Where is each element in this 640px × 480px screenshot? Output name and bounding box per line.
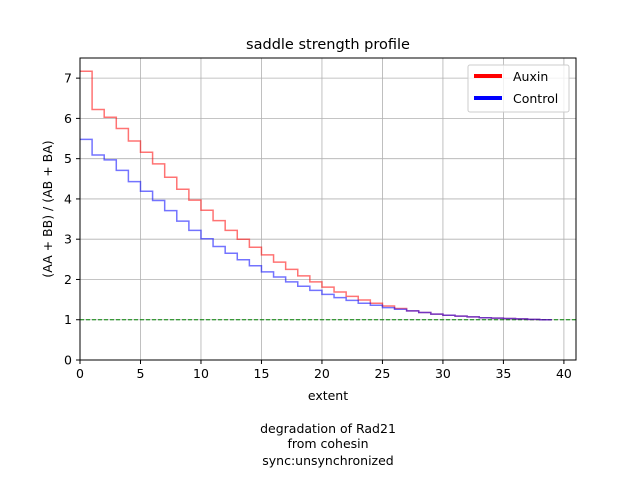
x-tick-label: 30: [435, 366, 451, 381]
caption-line-2: from cohesin: [287, 436, 368, 451]
chart-title: saddle strength profile: [246, 37, 410, 53]
x-axis-label: extent: [308, 388, 348, 403]
series-lines: [80, 70, 552, 321]
x-tick-label: 5: [137, 366, 145, 381]
x-axis-ticks: 0 5 10 15 20 25 30 35 40: [76, 360, 572, 381]
plot-area-frame: [79, 57, 577, 361]
caption-line-1: degradation of Rad21: [260, 421, 396, 436]
x-tick-label: 20: [314, 366, 330, 381]
x-tick-label: 40: [556, 366, 572, 381]
legend-label-auxin: Auxin: [513, 69, 548, 84]
y-axis-ticks: 0 1 2 3 4 5 6 7: [64, 71, 80, 368]
legend-label-control: Control: [513, 91, 558, 106]
y-tick-label: 3: [64, 232, 72, 247]
series-line-control: [80, 138, 552, 321]
x-tick-label: 15: [254, 366, 270, 381]
x-tick-label: 25: [374, 366, 390, 381]
x-tick-label: 0: [76, 366, 84, 381]
x-tick-label: 35: [495, 366, 511, 381]
y-tick-label: 4: [64, 191, 72, 206]
y-tick-label: 1: [64, 312, 72, 327]
legend: Auxin Control: [467, 64, 570, 113]
y-axis-label: (AA + BB) / (AB + BA): [40, 140, 55, 277]
y-tick-label: 5: [64, 151, 72, 166]
y-tick-label: 7: [64, 71, 72, 86]
x-tick-label: 10: [193, 366, 209, 381]
y-tick-label: 2: [64, 272, 72, 287]
y-tick-label: 0: [64, 353, 72, 368]
caption-line-3: sync:unsynchronized: [262, 453, 393, 468]
y-tick-label: 6: [64, 111, 72, 126]
